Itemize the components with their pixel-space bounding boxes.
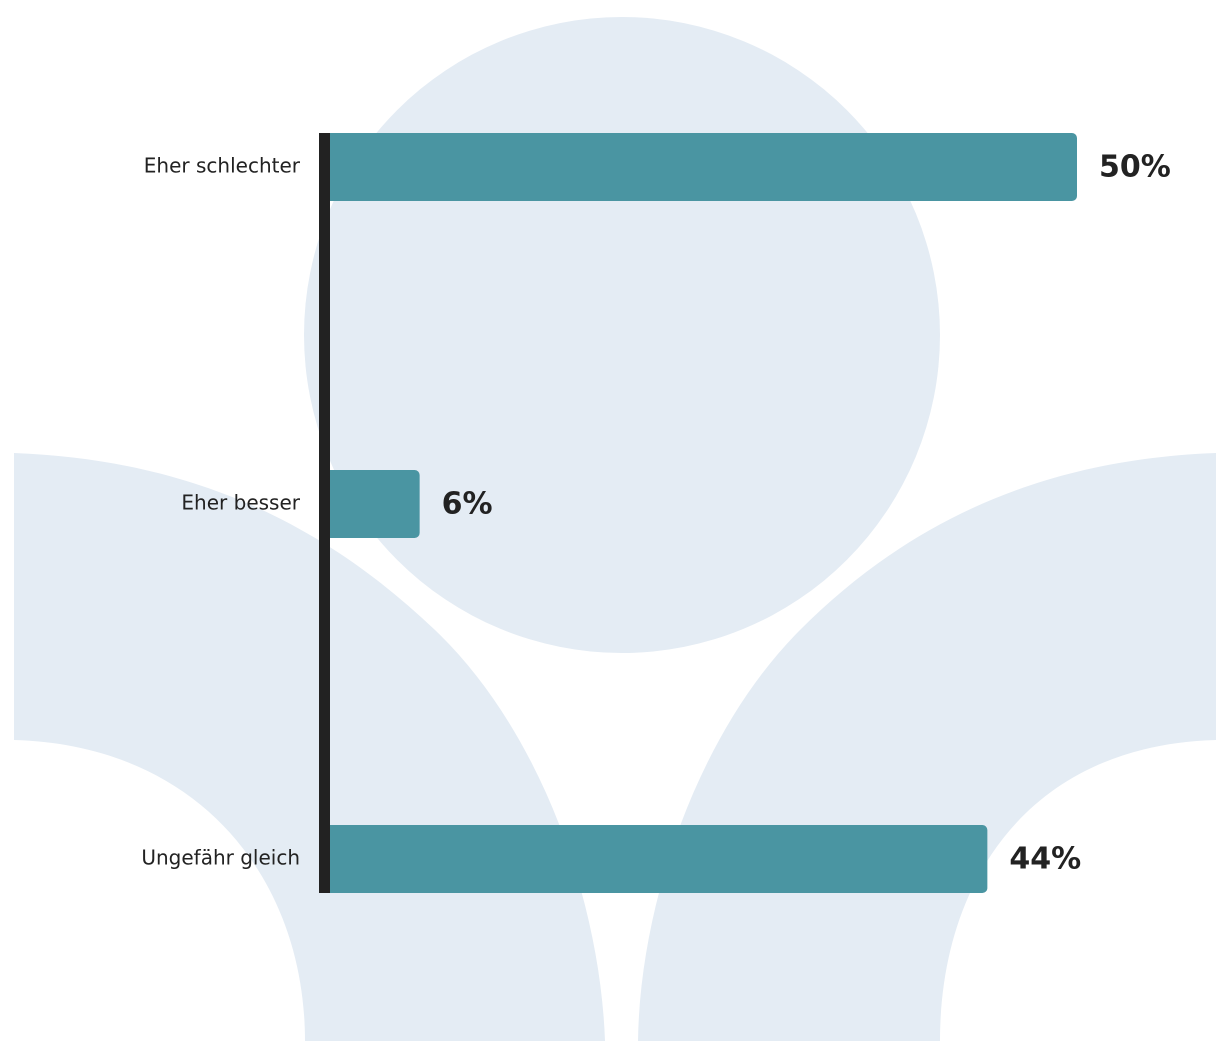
value-label: 50%	[1099, 150, 1171, 185]
axis-line	[319, 133, 330, 893]
value-label: 44%	[1009, 842, 1081, 877]
value-label: 6%	[442, 487, 493, 522]
bar	[324, 133, 1077, 201]
bg-right-shape	[638, 453, 1216, 1041]
bg-left-shape	[14, 453, 605, 1041]
bar	[324, 825, 988, 893]
cat-label: Ungefähr gleich	[141, 846, 300, 870]
cat-label: Eher besser	[181, 491, 300, 515]
bg-circle	[304, 17, 940, 653]
cat-label: Eher schlechter	[144, 154, 301, 178]
bar	[324, 470, 420, 538]
